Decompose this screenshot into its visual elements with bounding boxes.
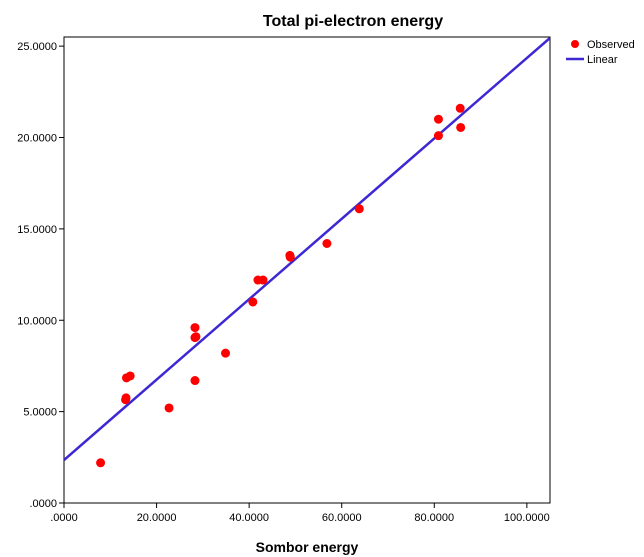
observed-point (125, 371, 135, 381)
observed-point (258, 275, 268, 285)
x-tick-label: .0000 (50, 512, 78, 524)
legend-observed-marker (571, 40, 579, 48)
observed-point (248, 297, 258, 307)
linear-fit-line (64, 37, 550, 461)
legend-observed-label: Observed (587, 39, 635, 51)
x-tick-label: 20.0000 (137, 512, 177, 524)
chart-title: Total pi-electron energy (263, 13, 443, 30)
observed-point (221, 348, 231, 358)
x-tick-label: 60.0000 (322, 512, 362, 524)
y-tick-label: 5.0000 (23, 407, 57, 419)
fit-line-layer (64, 37, 550, 461)
observed-point (433, 114, 443, 124)
plot-area (63, 36, 551, 504)
observed-point (456, 122, 466, 132)
points-layer (96, 103, 466, 468)
observed-point (96, 458, 106, 468)
observed-point (455, 103, 465, 113)
y-tick-label: 20.0000 (17, 133, 57, 145)
observed-point (190, 323, 200, 333)
observed-point (322, 239, 332, 249)
observed-point (190, 376, 200, 386)
x-tick-label: 100.0000 (504, 512, 550, 524)
x-tick-label: 40.0000 (229, 512, 269, 524)
observed-point (164, 403, 174, 413)
observed-point (285, 252, 295, 262)
x-axis: .0000 20.0000 40.0000 60.0000 80.0000 100.000… (50, 503, 550, 524)
y-axis: .0000 5.0000 10.0000 15.0000 20.0000 25.0000 (17, 41, 64, 510)
legend-linear-label: Linear (587, 54, 618, 66)
y-tick-label: 25.0000 (17, 41, 57, 53)
y-tick-label: 10.0000 (17, 315, 57, 327)
observed-point (191, 332, 201, 342)
legend: Observed Linear (566, 39, 635, 66)
observed-point (121, 393, 131, 403)
observed-point (354, 204, 364, 214)
y-tick-label: .0000 (29, 498, 57, 510)
x-axis-label: Sombor energy (256, 539, 359, 555)
observed-point (433, 131, 443, 141)
y-tick-label: 15.0000 (17, 224, 57, 236)
x-tick-label: 80.0000 (414, 512, 454, 524)
